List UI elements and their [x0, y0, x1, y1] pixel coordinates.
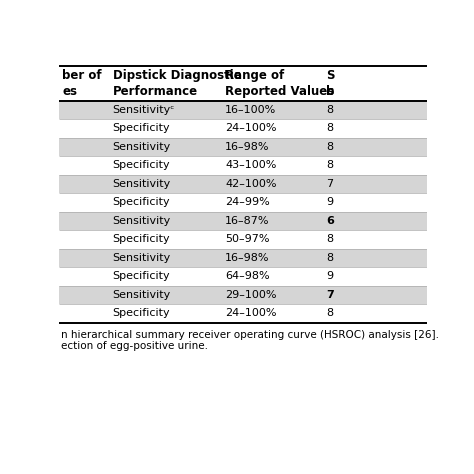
Text: 9: 9 — [326, 197, 333, 208]
Text: Specificity: Specificity — [113, 234, 170, 245]
Text: 24–99%: 24–99% — [225, 197, 270, 208]
Text: Sensitivity: Sensitivity — [113, 290, 171, 300]
Text: Sensitivity: Sensitivity — [113, 142, 171, 152]
Text: 9: 9 — [326, 271, 333, 282]
Bar — [59, 119, 427, 138]
Bar — [59, 138, 427, 156]
Bar — [59, 267, 427, 285]
Bar — [59, 285, 427, 304]
Text: Specificity: Specificity — [113, 308, 170, 318]
Bar — [59, 101, 427, 119]
Text: 16–98%: 16–98% — [225, 253, 270, 263]
Text: 7: 7 — [326, 179, 333, 189]
Text: 50–97%: 50–97% — [225, 234, 270, 245]
Text: Dipstick Diagnostic
Performance: Dipstick Diagnostic Performance — [113, 69, 240, 98]
Bar — [59, 193, 427, 212]
Text: 8: 8 — [326, 142, 333, 152]
Text: 8: 8 — [326, 124, 333, 134]
Text: 8: 8 — [326, 161, 333, 171]
Text: 24–100%: 24–100% — [225, 124, 277, 134]
Text: Sensitivityᶜ: Sensitivityᶜ — [113, 105, 175, 115]
Text: 43–100%: 43–100% — [225, 161, 276, 171]
Text: 8: 8 — [326, 308, 333, 318]
Text: n hierarchical summary receiver operating curve (HSROC) analysis [26].: n hierarchical summary receiver operatin… — [61, 330, 439, 340]
Bar — [59, 304, 427, 322]
Text: Range of
Reported Values: Range of Reported Values — [225, 69, 334, 98]
Text: 42–100%: 42–100% — [225, 179, 277, 189]
Text: Sensitivity: Sensitivity — [113, 253, 171, 263]
Text: 6: 6 — [326, 216, 334, 226]
Text: ection of egg-positive urine.: ection of egg-positive urine. — [61, 341, 208, 351]
Text: Specificity: Specificity — [113, 197, 170, 208]
Text: Specificity: Specificity — [113, 271, 170, 282]
Text: 64–98%: 64–98% — [225, 271, 270, 282]
Bar — [59, 248, 427, 267]
Text: 16–100%: 16–100% — [225, 105, 276, 115]
Text: 16–98%: 16–98% — [225, 142, 270, 152]
Text: 24–100%: 24–100% — [225, 308, 277, 318]
Text: Sensitivity: Sensitivity — [113, 179, 171, 189]
Bar — [59, 156, 427, 175]
Text: S
b: S b — [326, 69, 334, 98]
Text: 8: 8 — [326, 234, 333, 245]
Text: 7: 7 — [326, 290, 334, 300]
Text: 8: 8 — [326, 105, 333, 115]
Text: 8: 8 — [326, 253, 333, 263]
Bar — [59, 175, 427, 193]
Text: Sensitivity: Sensitivity — [113, 216, 171, 226]
Text: 29–100%: 29–100% — [225, 290, 277, 300]
Bar — [59, 212, 427, 230]
Bar — [59, 230, 427, 248]
Bar — [59, 66, 427, 101]
Text: Specificity: Specificity — [113, 124, 170, 134]
Text: ber of
es: ber of es — [63, 69, 102, 98]
Text: Specificity: Specificity — [113, 161, 170, 171]
Text: 16–87%: 16–87% — [225, 216, 270, 226]
